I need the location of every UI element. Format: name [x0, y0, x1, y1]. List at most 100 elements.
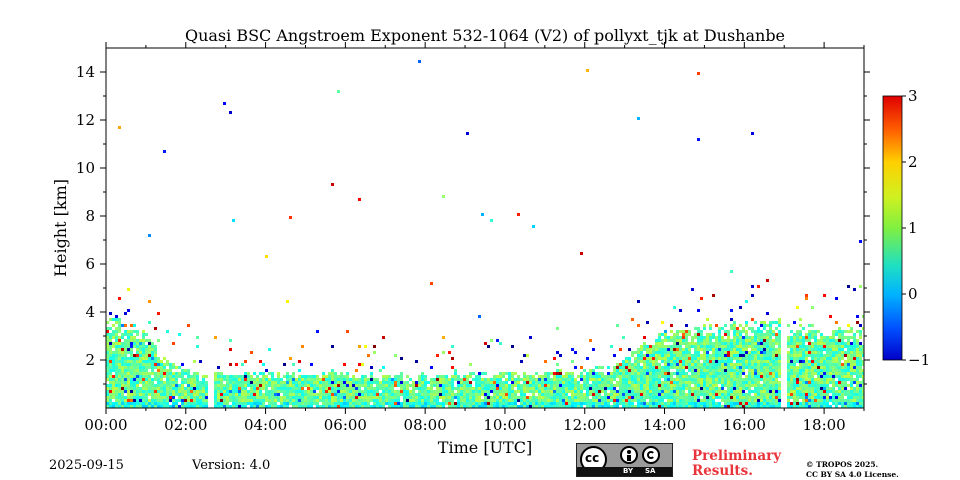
heatmap-cell: [181, 390, 184, 393]
heatmap-cell: [628, 372, 631, 375]
heatmap-cell: [580, 393, 583, 396]
heatmap-cell: [613, 399, 616, 402]
heatmap-cell: [661, 339, 664, 342]
heatmap-cell: [628, 366, 631, 369]
heatmap-cell: [823, 342, 826, 345]
heatmap-cell: [532, 405, 535, 408]
heatmap-cell: [703, 363, 706, 366]
heatmap-cell: [430, 390, 433, 393]
heatmap-cell: [364, 390, 367, 393]
heatmap-cell: [712, 294, 715, 297]
heatmap-cell: [115, 315, 118, 318]
heatmap-cell: [619, 381, 622, 384]
heatmap-cell: [274, 384, 277, 387]
heatmap-cell: [418, 399, 421, 402]
heatmap-cell: [304, 384, 307, 387]
heatmap-cell: [676, 354, 679, 357]
heatmap-cell: [649, 375, 652, 378]
heatmap-cell: [697, 396, 700, 399]
heatmap-cell: [718, 390, 721, 393]
heatmap-cell: [301, 381, 304, 384]
heatmap-cell: [700, 369, 703, 372]
heatmap-cell: [862, 351, 864, 354]
heatmap-cell: [637, 405, 640, 408]
heatmap-cell: [349, 387, 352, 390]
heatmap-cell: [676, 336, 679, 339]
heatmap-cell: [862, 360, 864, 363]
heatmap-cell: [844, 369, 847, 372]
heatmap-cell: [793, 333, 796, 336]
heatmap-cell: [730, 369, 733, 372]
heatmap-cell: [274, 396, 277, 399]
heatmap-cell: [787, 339, 790, 342]
heatmap-cell: [748, 384, 751, 387]
heatmap-cell: [571, 402, 574, 405]
heatmap-cell: [769, 336, 772, 339]
heatmap-cell: [514, 405, 517, 408]
heatmap-cell: [592, 402, 595, 405]
heatmap-cell: [700, 378, 703, 381]
heatmap-cell: [760, 339, 763, 342]
heatmap-cell: [115, 369, 118, 372]
heatmap-cell: [121, 405, 124, 408]
heatmap-cell: [460, 378, 463, 381]
heatmap-cell: [856, 405, 859, 408]
heatmap-cell: [823, 360, 826, 363]
heatmap-cell: [811, 393, 814, 396]
heatmap-cell: [301, 390, 304, 393]
heatmap-cell: [802, 372, 805, 375]
heatmap-cell: [331, 405, 334, 408]
heatmap-cell: [118, 342, 121, 345]
heatmap-cell: [289, 375, 292, 378]
heatmap-cell: [811, 324, 814, 327]
heatmap-cell: [115, 387, 118, 390]
heatmap-cell: [697, 393, 700, 396]
heatmap-cell: [397, 399, 400, 402]
heatmap-cell: [520, 378, 523, 381]
heatmap-cell: [379, 402, 382, 405]
heatmap-cell: [169, 384, 172, 387]
heatmap-cell: [196, 402, 199, 405]
heatmap-cell: [559, 405, 562, 408]
heatmap-cell: [745, 348, 748, 351]
heatmap-cell: [736, 363, 739, 366]
heatmap-cell: [859, 360, 862, 363]
heatmap-cell: [859, 393, 862, 396]
heatmap-cell: [448, 390, 451, 393]
heatmap-cell: [718, 351, 721, 354]
heatmap-cell: [523, 381, 526, 384]
heatmap-cell: [193, 372, 196, 375]
heatmap-cell: [154, 396, 157, 399]
heatmap-cell: [676, 390, 679, 393]
heatmap-cell: [106, 390, 109, 393]
heatmap-cell: [343, 396, 346, 399]
heatmap-cell: [331, 345, 334, 348]
heatmap-cell: [445, 393, 448, 396]
heatmap-cell: [670, 366, 673, 369]
heatmap-cell: [751, 354, 754, 357]
heatmap-cell: [490, 390, 493, 393]
heatmap-cell: [619, 390, 622, 393]
heatmap-cell: [109, 342, 112, 345]
heatmap-cell: [598, 393, 601, 396]
heatmap-cell: [322, 387, 325, 390]
heatmap-cell: [430, 402, 433, 405]
heatmap-cell: [376, 387, 379, 390]
heatmap-cell: [403, 402, 406, 405]
heatmap-cell: [388, 378, 391, 381]
heatmap-cell: [616, 363, 619, 366]
heatmap-cell: [598, 375, 601, 378]
heatmap-cell: [424, 405, 427, 408]
heatmap-cell: [376, 378, 379, 381]
heatmap-cell: [802, 366, 805, 369]
heatmap-cell: [541, 396, 544, 399]
heatmap-cell: [841, 333, 844, 336]
heatmap-cell: [370, 366, 373, 369]
heatmap-cell: [484, 384, 487, 387]
heatmap-cell: [757, 339, 760, 342]
heatmap-cell: [835, 369, 838, 372]
heatmap-cell: [142, 387, 145, 390]
heatmap-cell: [757, 387, 760, 390]
heatmap-cell: [838, 369, 841, 372]
heatmap-cell: [382, 375, 385, 378]
